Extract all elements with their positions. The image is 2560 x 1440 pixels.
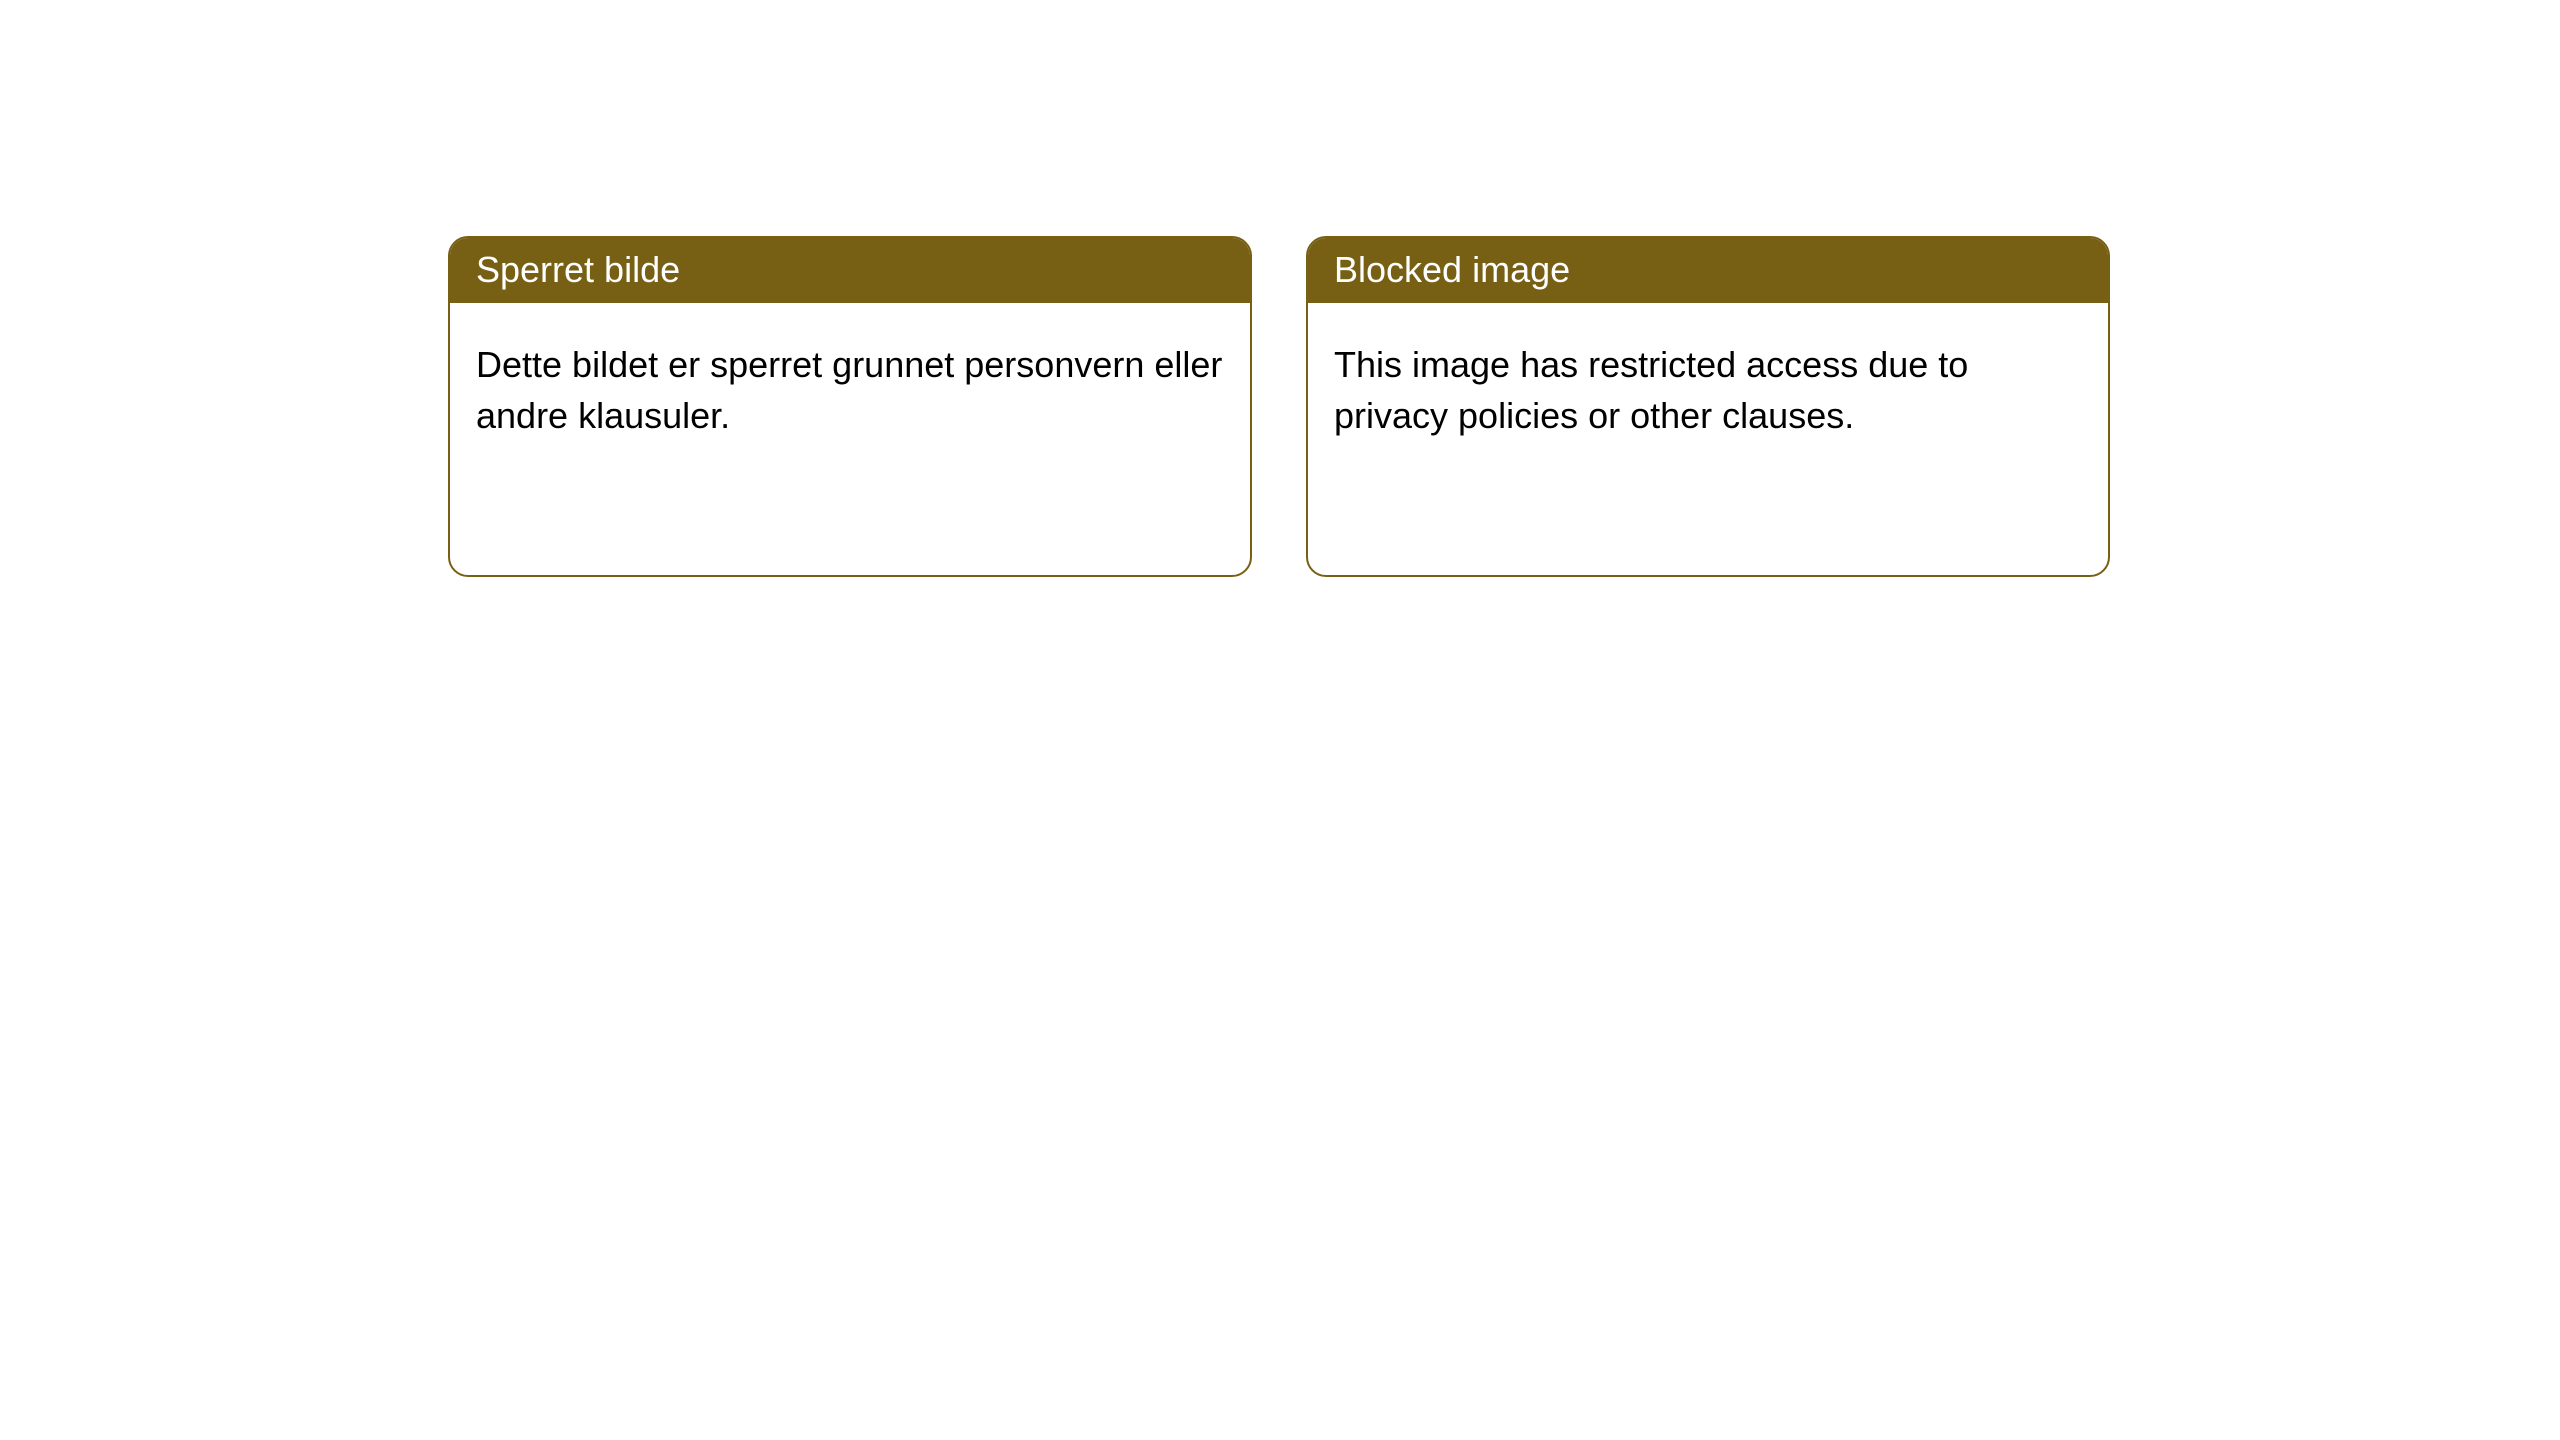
notice-card-header: Blocked image <box>1308 238 2108 303</box>
notice-card-header: Sperret bilde <box>450 238 1250 303</box>
notice-card-body: Dette bildet er sperret grunnet personve… <box>450 303 1250 575</box>
notice-card-english: Blocked image This image has restricted … <box>1306 236 2110 577</box>
notice-card-norwegian: Sperret bilde Dette bildet er sperret gr… <box>448 236 1252 577</box>
notice-card-body: This image has restricted access due to … <box>1308 303 2108 575</box>
notice-cards-container: Sperret bilde Dette bildet er sperret gr… <box>0 0 2560 577</box>
